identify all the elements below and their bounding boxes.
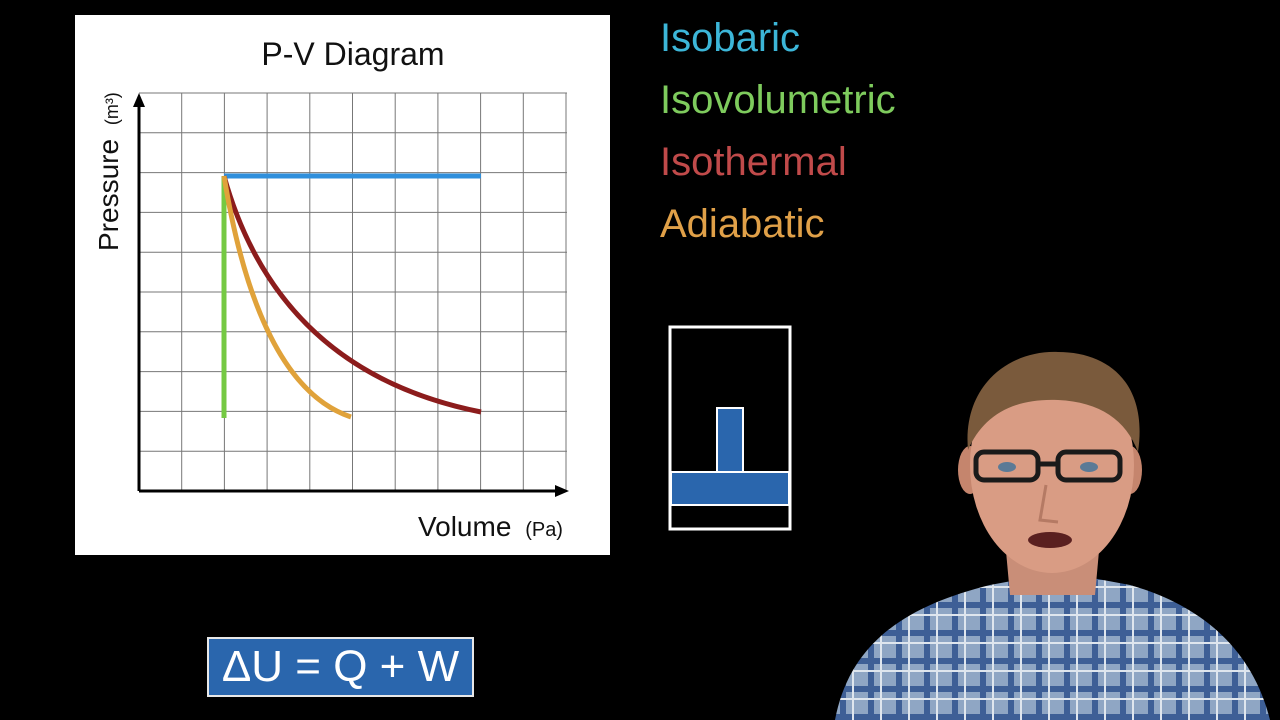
first-law-equation: ΔU = Q + W	[207, 637, 474, 697]
pv-diagram-graphic: P-V Diagram Volume (Pa) Pressure (m³)	[93, 36, 569, 542]
y-axis-label: Pressure (m³)	[93, 92, 124, 251]
presenter-video-image	[835, 351, 1270, 720]
left-eye	[998, 462, 1016, 472]
mouth	[1028, 532, 1072, 548]
legend-adiabatic: Adiabatic	[660, 202, 825, 246]
nose	[1038, 484, 1059, 524]
isothermal-curve	[221, 175, 482, 415]
y-axis-arrow	[133, 93, 145, 107]
cylinder-outline	[668, 325, 792, 531]
piston-cylinder-illustration	[668, 325, 792, 531]
piston-rod	[716, 407, 744, 473]
x-axis-arrow	[555, 485, 569, 497]
adiabatic-curve	[221, 175, 352, 420]
diagram-title: P-V Diagram	[261, 36, 444, 72]
x-axis-label: Volume (Pa)	[418, 511, 563, 542]
plot-grid	[139, 92, 567, 491]
hair	[967, 351, 1140, 452]
legend-isobaric: Isobaric	[660, 16, 801, 60]
legend-isovolumetric: Isovolumetric	[660, 78, 896, 122]
plaid-shirt	[835, 572, 1270, 720]
legend-isothermal: Isothermal	[660, 140, 847, 184]
glasses-icon	[973, 449, 1123, 483]
piston-head	[670, 471, 790, 506]
right-eye	[1080, 462, 1098, 472]
pv-diagram-panel: P-V Diagram Volume (Pa) Pressure (m³)	[75, 15, 610, 555]
